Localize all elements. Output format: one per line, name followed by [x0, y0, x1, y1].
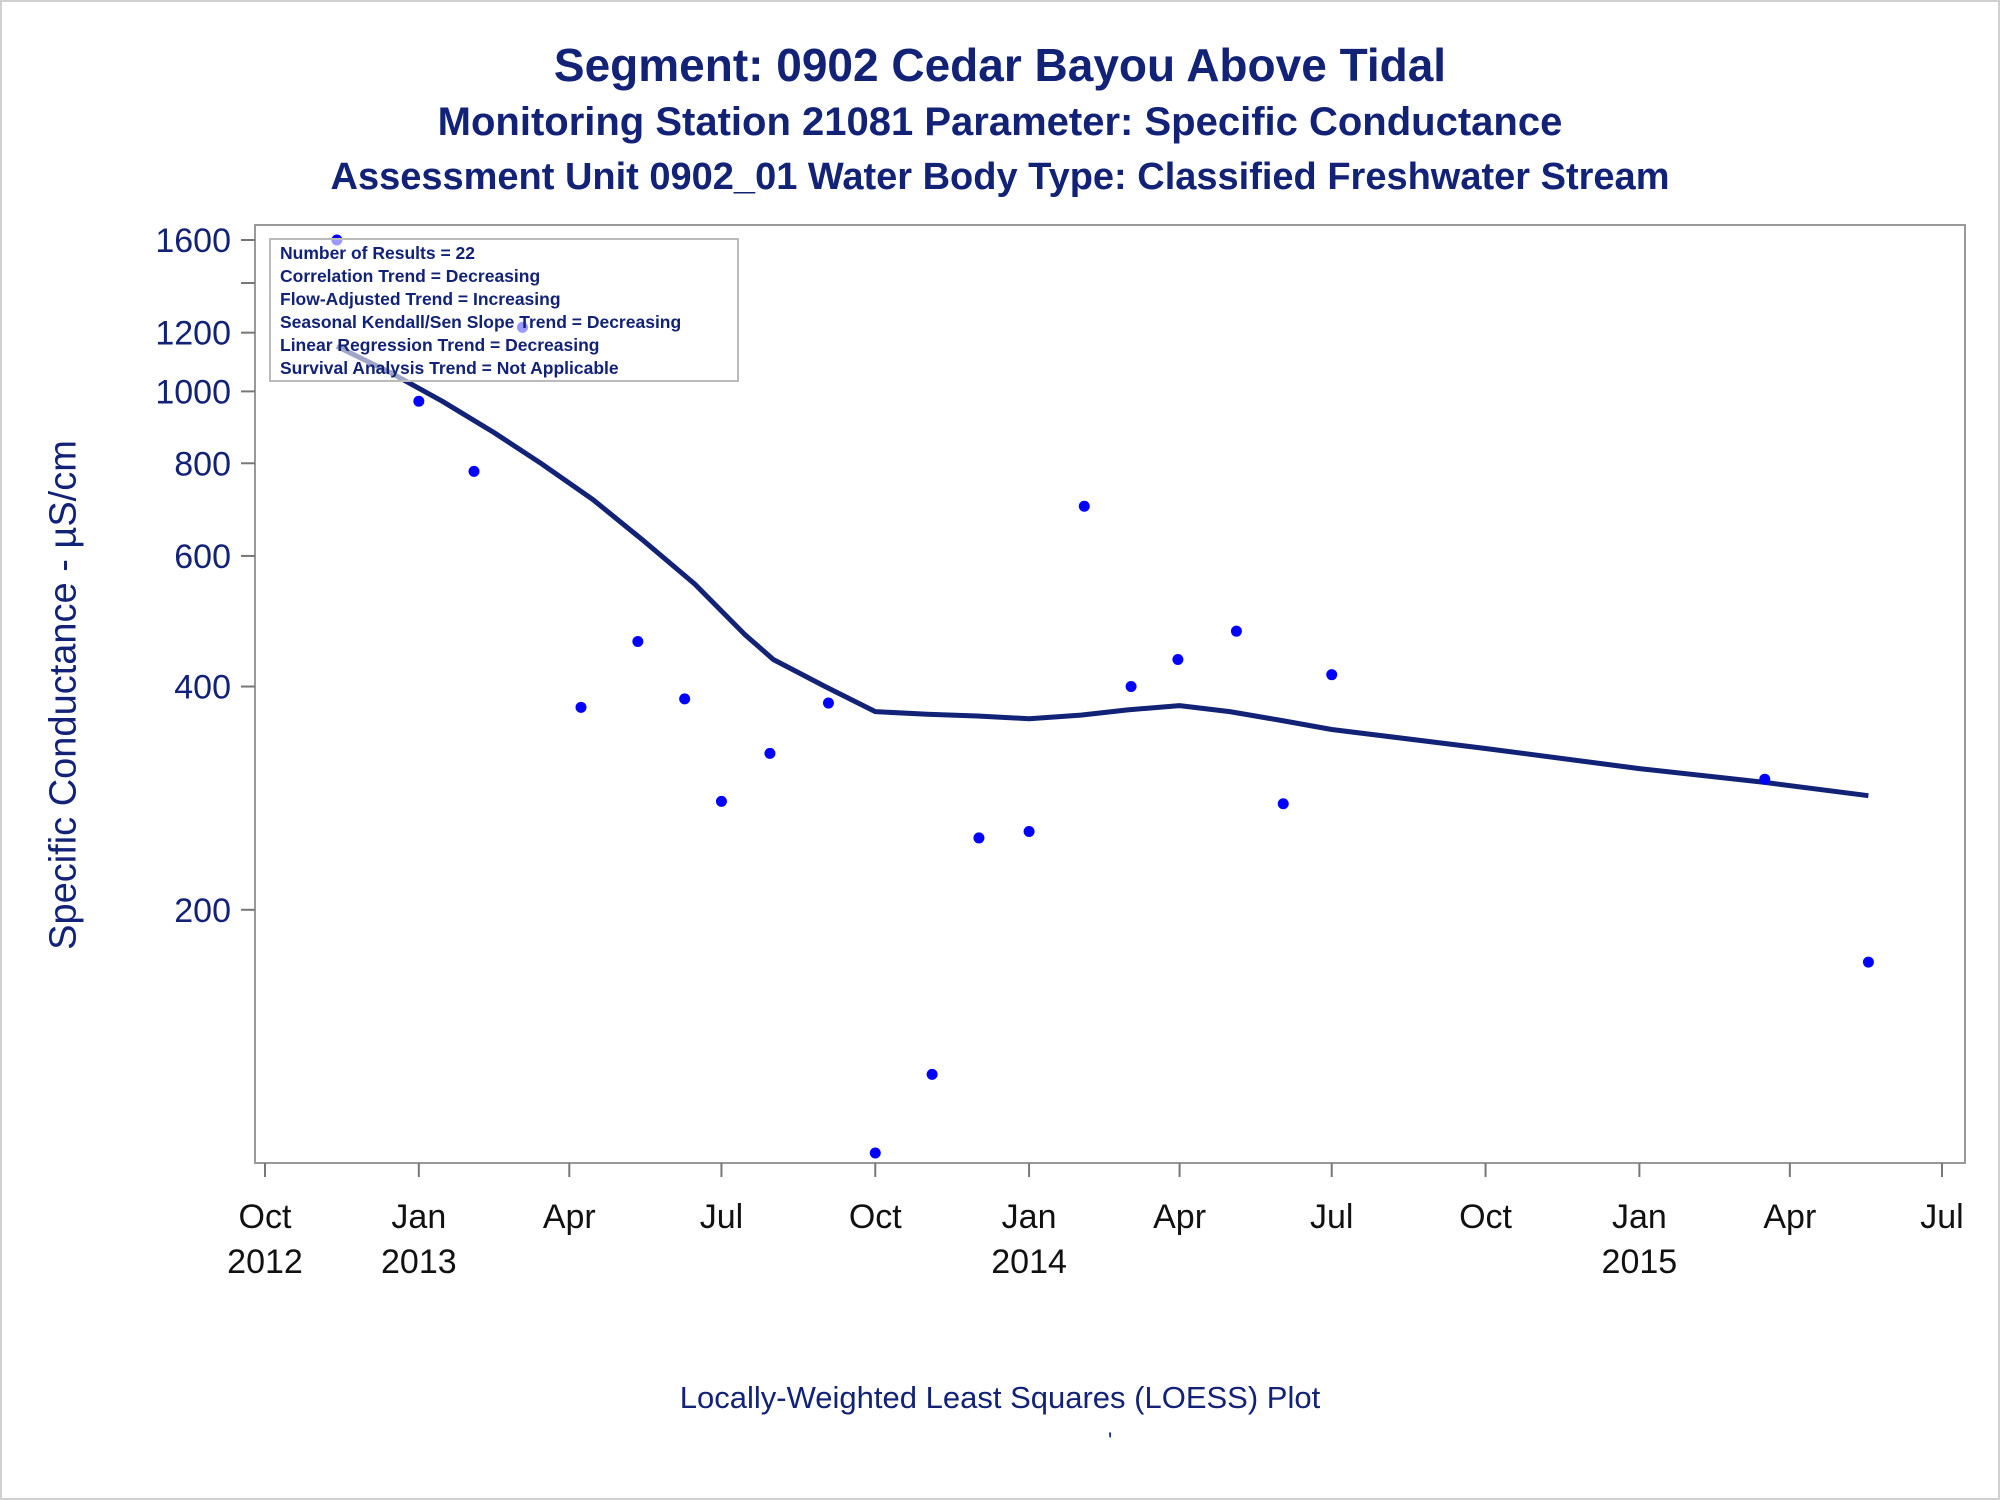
x-tick-label: Oct	[849, 1198, 902, 1236]
x-tick-label: Jul	[1920, 1198, 1963, 1236]
data-point	[413, 395, 425, 407]
chart-title: Segment: 0902 Cedar Bayou Above Tidal	[553, 39, 1447, 91]
data-point	[1023, 826, 1035, 838]
footnote: Locally-Weighted Least Squares (LOESS) P…	[679, 1380, 1321, 1415]
x-tick-label: Jan	[1002, 1198, 1057, 1236]
y-tick-label: 1600	[155, 222, 231, 260]
stats-line: Survival Analysis Trend = Not Applicable	[280, 358, 619, 378]
data-point	[764, 747, 776, 759]
data-point	[822, 697, 834, 709]
data-point	[1277, 798, 1289, 810]
y-tick-label: 1000	[155, 373, 231, 411]
stats-box	[269, 238, 739, 382]
data-point	[1862, 956, 1874, 968]
x-tick-year-label: 2013	[381, 1243, 457, 1281]
stats-line: Seasonal Kendall/Sen Slope Trend = Decre…	[280, 312, 681, 332]
x-tick-label: Oct	[239, 1198, 292, 1236]
stats-line: Linear Regression Trend = Decreasing	[280, 335, 600, 355]
data-point	[1326, 669, 1338, 681]
y-tick-label: 200	[174, 892, 231, 930]
x-tick-year-label: 2015	[1602, 1243, 1678, 1281]
data-point	[973, 832, 985, 844]
loess-line	[335, 344, 1869, 799]
x-tick-label: Apr	[1153, 1198, 1206, 1236]
stats-line: Number of Results = 22	[280, 243, 475, 263]
y-tick-label: 800	[174, 445, 231, 483]
data-point	[869, 1147, 881, 1159]
stats-line: Flow-Adjusted Trend = Increasing	[280, 289, 561, 309]
footnote-mark: '	[1108, 1428, 1113, 1453]
chart-subtitle-2: Assessment Unit 0902_01 Water Body Type:…	[330, 156, 1670, 198]
stats-line: Correlation Trend = Decreasing	[280, 266, 540, 286]
data-point	[679, 693, 691, 705]
x-tick-label: Oct	[1459, 1198, 1512, 1236]
data-point	[926, 1068, 938, 1080]
x-tick-label: Apr	[1763, 1198, 1816, 1236]
x-tick-label: Jul	[700, 1198, 743, 1236]
chart-subtitle: Monitoring Station 21081 Parameter: Spec…	[437, 100, 1563, 144]
y-tick-label: 400	[174, 669, 231, 707]
data-point	[632, 636, 644, 648]
y-tick-label: 1200	[155, 315, 231, 353]
data-point	[1172, 654, 1184, 666]
x-tick-year-label: 2012	[227, 1243, 303, 1281]
x-tick-label: Apr	[543, 1198, 596, 1236]
data-point	[1759, 773, 1771, 785]
data-point	[468, 465, 480, 477]
x-tick-year-label: 2014	[991, 1243, 1067, 1281]
data-point	[1078, 500, 1090, 512]
data-point	[575, 701, 587, 713]
x-tick-label: Jul	[1310, 1198, 1353, 1236]
data-point	[1230, 625, 1242, 637]
x-tick-label: Jan	[391, 1198, 446, 1236]
y-tick-label: 600	[174, 538, 231, 576]
x-tick-label: Jan	[1612, 1198, 1667, 1236]
data-point	[715, 795, 727, 807]
plot-area	[254, 224, 1966, 1164]
data-point	[1125, 681, 1137, 693]
